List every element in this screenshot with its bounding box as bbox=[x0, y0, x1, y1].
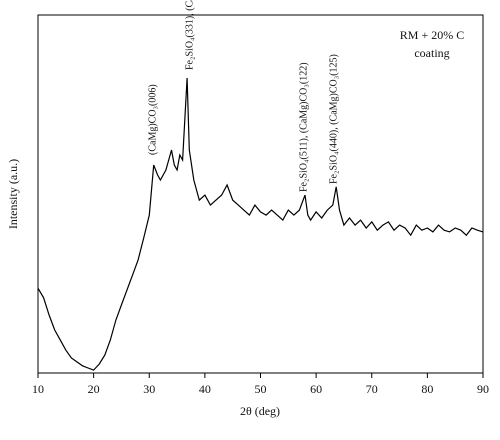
peak-annotation: Fe₂SiO₄(331), (CaMg)CO₃(110) bbox=[184, 0, 195, 70]
sample-label: RM + 20% C bbox=[400, 28, 464, 42]
plot-frame bbox=[37, 14, 484, 374]
x-tick-label: 60 bbox=[310, 382, 322, 396]
peak-annotation: Fe₂SiO₄(440), (CaMg)CO₃(125) bbox=[328, 54, 339, 184]
x-tick-label: 30 bbox=[143, 382, 155, 396]
y-axis-label: Intensity (a.u.) bbox=[6, 159, 20, 229]
x-tick-label: 20 bbox=[88, 382, 100, 396]
data-line bbox=[37, 77, 484, 371]
x-axis-label: 2θ (deg) bbox=[240, 404, 280, 418]
x-tick-label: 80 bbox=[421, 382, 433, 396]
x-tick-label: 70 bbox=[366, 382, 378, 396]
x-tick-label: 10 bbox=[32, 382, 44, 396]
x-tick-label: 40 bbox=[199, 382, 211, 396]
x-tick-label: 90 bbox=[477, 382, 489, 396]
x-tick-label: 50 bbox=[255, 382, 267, 396]
peak-annotation: (CaMg)CO₃(006) bbox=[147, 84, 158, 155]
peak-annotation: Fe₂SiO₄(511), (CaMg)CO₃(122) bbox=[298, 62, 309, 192]
sample-label: coating bbox=[414, 46, 449, 60]
